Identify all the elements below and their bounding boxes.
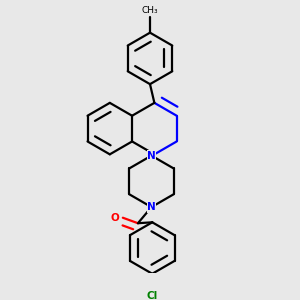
Text: N: N	[147, 151, 156, 160]
Text: CH₃: CH₃	[142, 6, 158, 15]
Text: Cl: Cl	[147, 291, 158, 300]
Text: N: N	[147, 202, 156, 212]
Text: O: O	[111, 213, 119, 223]
